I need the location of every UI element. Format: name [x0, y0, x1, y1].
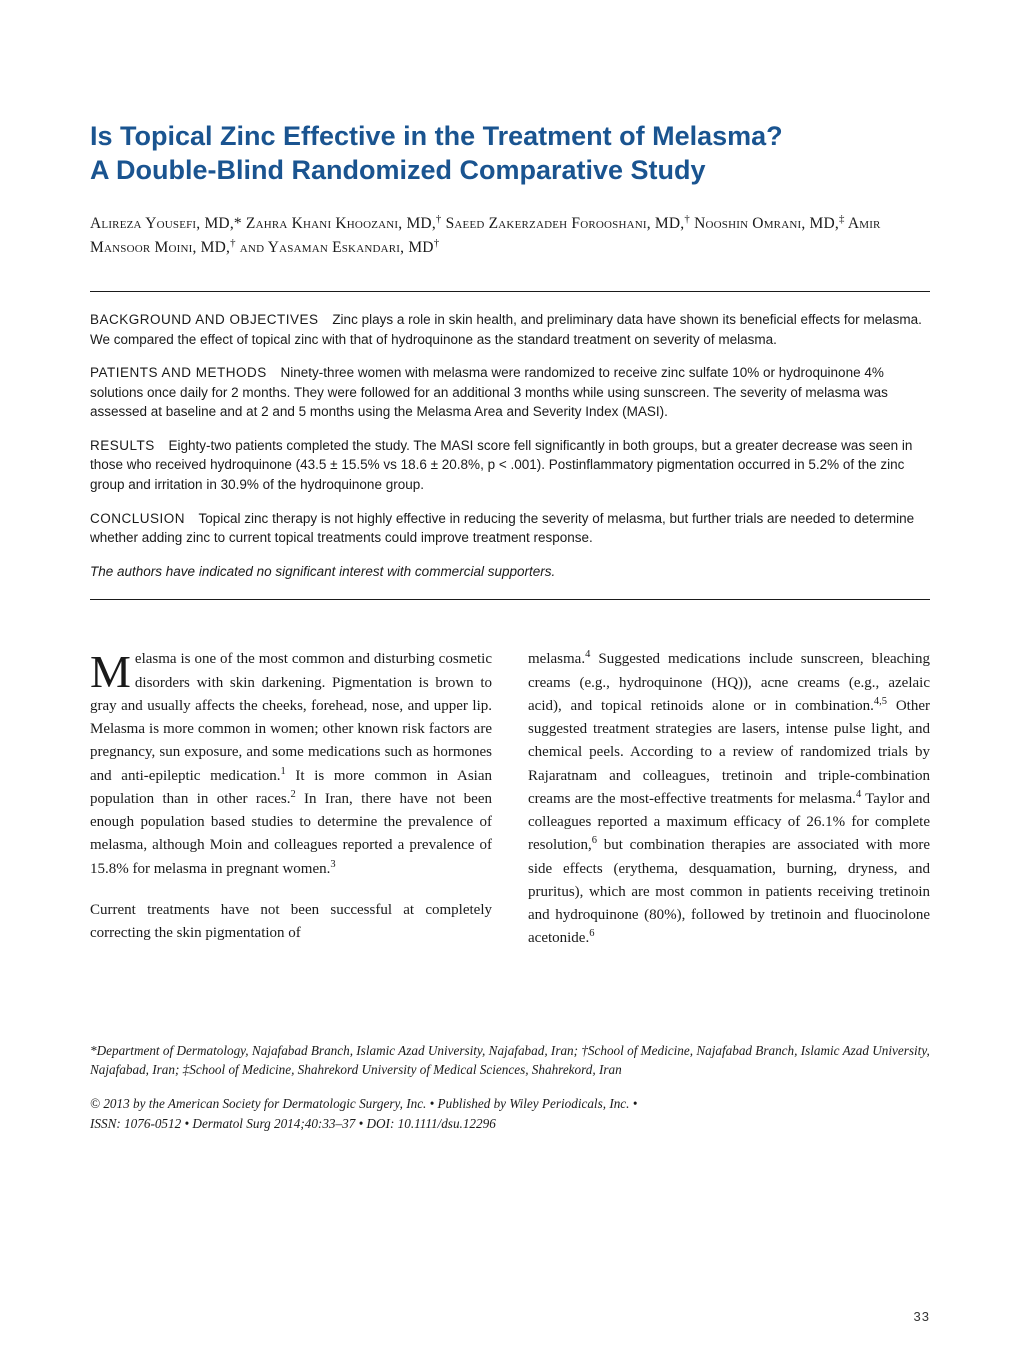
- body-para-1: Melasma is one of the most common and di…: [90, 648, 492, 881]
- publication-info: © 2013 by the American Society for Derma…: [90, 1094, 930, 1134]
- body-para-3: melasma.4 Suggested medications include …: [528, 648, 930, 950]
- title-line-1: Is Topical Zinc Effective in the Treatme…: [90, 121, 783, 151]
- abstract-conclusion: CONCLUSION Topical zinc therapy is not h…: [90, 509, 930, 548]
- page-number: 33: [914, 1309, 930, 1324]
- body-columns: Melasma is one of the most common and di…: [90, 648, 930, 968]
- column-left: Melasma is one of the most common and di…: [90, 648, 492, 968]
- abstract-block: BACKGROUND AND OBJECTIVES Zinc plays a r…: [90, 310, 930, 581]
- abstract-text-results: Eighty-two patients completed the study.…: [90, 438, 912, 492]
- disclosure-statement: The authors have indicated no significan…: [90, 562, 930, 582]
- abstract-heading-conclusion: CONCLUSION: [90, 511, 185, 526]
- rule-bottom: [90, 599, 930, 600]
- dropcap: M: [90, 648, 135, 691]
- abstract-results: RESULTS Eighty-two patients completed th…: [90, 436, 930, 495]
- abstract-heading-background: BACKGROUND AND OBJECTIVES: [90, 312, 319, 327]
- journal-page: Is Topical Zinc Effective in the Treatme…: [0, 0, 1020, 1194]
- abstract-text-conclusion: Topical zinc therapy is not highly effec…: [90, 511, 914, 546]
- article-title: Is Topical Zinc Effective in the Treatme…: [90, 120, 930, 188]
- body-para-2: Current treatments have not been success…: [90, 899, 492, 946]
- abstract-heading-results: RESULTS: [90, 438, 155, 453]
- column-right: melasma.4 Suggested medications include …: [528, 648, 930, 968]
- abstract-methods: PATIENTS AND METHODS Ninety-three women …: [90, 363, 930, 422]
- author-list: Alireza Yousefi, MD,* Zahra Khani Khooza…: [90, 212, 930, 262]
- title-line-2: A Double-Blind Randomized Comparative St…: [90, 155, 706, 185]
- pubinfo-line-2: ISSN: 1076-0512 • Dermatol Surg 2014;40:…: [90, 1116, 496, 1131]
- rule-top: [90, 291, 930, 292]
- abstract-background: BACKGROUND AND OBJECTIVES Zinc plays a r…: [90, 310, 930, 349]
- abstract-heading-methods: PATIENTS AND METHODS: [90, 365, 267, 380]
- affiliations: *Department of Dermatology, Najafabad Br…: [90, 1041, 930, 1081]
- pubinfo-line-1: © 2013 by the American Society for Derma…: [90, 1096, 637, 1111]
